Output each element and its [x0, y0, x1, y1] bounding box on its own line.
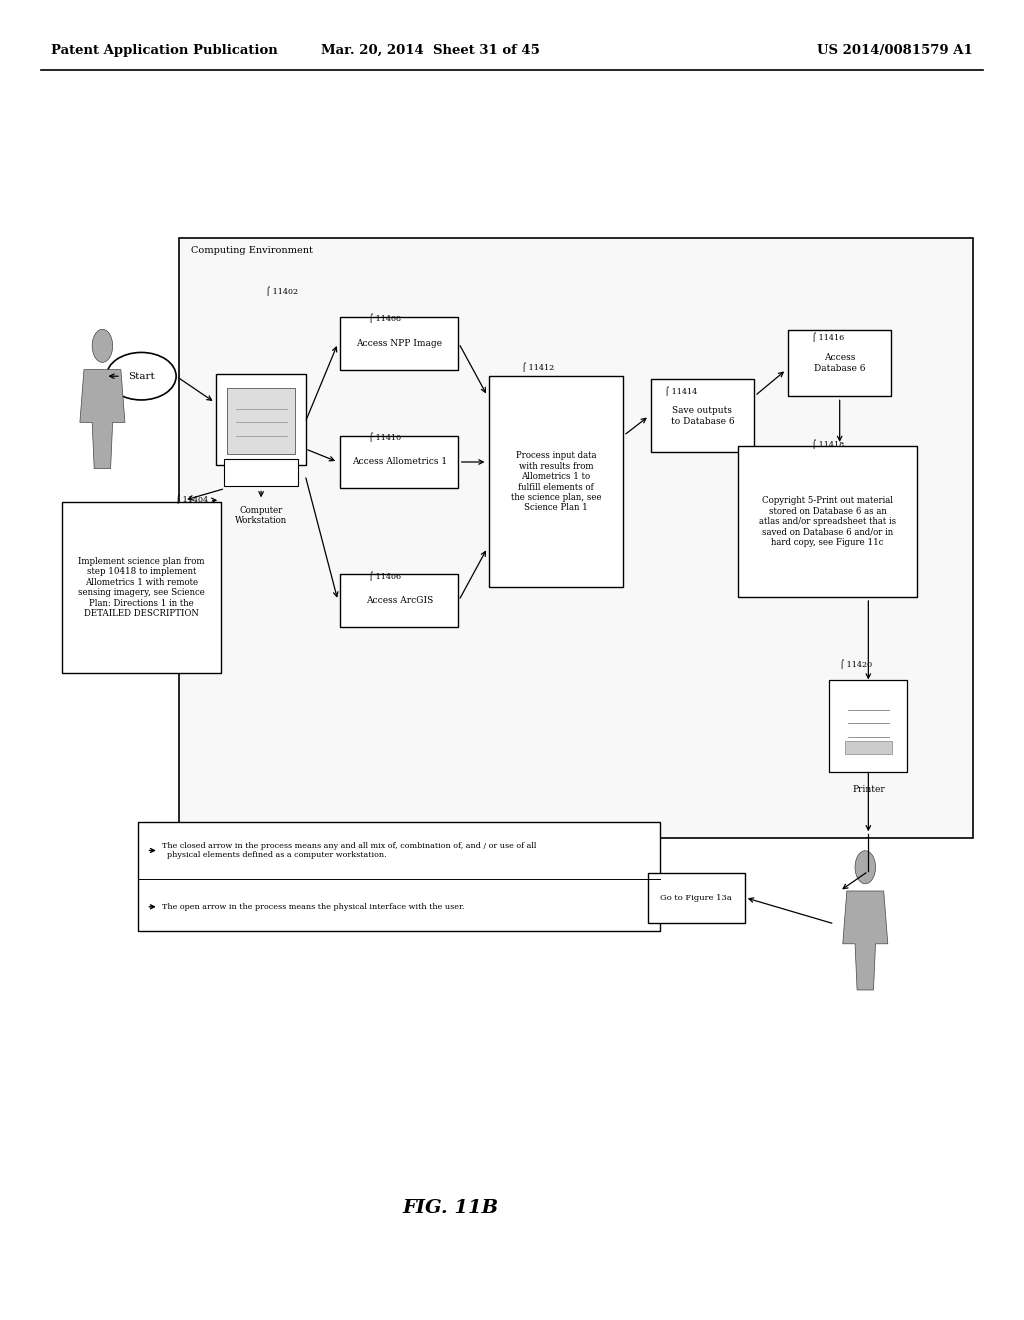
Text: ⌠ 11412: ⌠ 11412 [522, 363, 554, 372]
Text: Go to Figure 13a: Go to Figure 13a [660, 894, 732, 902]
Text: ⌠ 11408: ⌠ 11408 [369, 314, 400, 323]
Text: Process input data
with results from
Allometrics 1 to
fulfill elements of
the sc: Process input data with results from All… [511, 451, 601, 512]
Text: Printer: Printer [852, 784, 885, 793]
Polygon shape [80, 370, 125, 469]
Text: US 2014/0081579 A1: US 2014/0081579 A1 [817, 44, 973, 57]
FancyBboxPatch shape [340, 436, 459, 488]
FancyBboxPatch shape [138, 822, 660, 931]
Text: Save outputs
to Database 6: Save outputs to Database 6 [671, 407, 734, 425]
Text: Access ArcGIS: Access ArcGIS [366, 597, 433, 605]
Text: FIG. 11B: FIG. 11B [402, 1199, 499, 1217]
Text: Access
Database 6: Access Database 6 [814, 354, 865, 372]
Text: Access Allometrics 1: Access Allometrics 1 [352, 458, 446, 466]
FancyBboxPatch shape [227, 388, 295, 454]
Ellipse shape [92, 330, 113, 363]
Ellipse shape [855, 851, 876, 884]
Text: ⌠ 11418: ⌠ 11418 [812, 440, 844, 449]
Text: Start: Start [128, 372, 155, 380]
Polygon shape [843, 891, 888, 990]
Text: Patent Application Publication: Patent Application Publication [51, 44, 278, 57]
FancyBboxPatch shape [62, 502, 221, 673]
FancyBboxPatch shape [340, 574, 459, 627]
FancyBboxPatch shape [651, 379, 754, 451]
Text: ⌠ 11410: ⌠ 11410 [369, 433, 400, 442]
Text: ⌠ 11416: ⌠ 11416 [812, 333, 844, 342]
Text: Copyright 5-Print out material
stored on Database 6 as an
atlas and/or spreadshe: Copyright 5-Print out material stored on… [759, 496, 896, 546]
FancyBboxPatch shape [340, 317, 459, 370]
FancyBboxPatch shape [648, 873, 745, 923]
FancyBboxPatch shape [216, 374, 306, 465]
Text: ⌠ 11404: ⌠ 11404 [176, 495, 208, 504]
Text: Computer
Workstation: Computer Workstation [236, 506, 287, 525]
Text: ⌠ 11420: ⌠ 11420 [840, 660, 871, 669]
FancyBboxPatch shape [179, 238, 973, 838]
FancyBboxPatch shape [224, 459, 298, 486]
Text: The closed arrow in the process means any and all mix of, combination of, and / : The closed arrow in the process means an… [162, 842, 537, 859]
Text: The open arrow in the process means the physical interface with the user.: The open arrow in the process means the … [162, 903, 464, 911]
Text: Access NPP Image: Access NPP Image [356, 339, 442, 347]
FancyBboxPatch shape [489, 376, 623, 587]
Text: Mar. 20, 2014  Sheet 31 of 45: Mar. 20, 2014 Sheet 31 of 45 [321, 44, 540, 57]
Ellipse shape [106, 352, 176, 400]
Text: Computing Environment: Computing Environment [191, 246, 313, 255]
FancyBboxPatch shape [845, 741, 892, 754]
Text: ⌠ 11414: ⌠ 11414 [665, 387, 696, 396]
FancyBboxPatch shape [829, 681, 907, 771]
FancyBboxPatch shape [737, 446, 918, 597]
Text: ⌠ 11406: ⌠ 11406 [369, 572, 400, 581]
Text: ⌠ 11402: ⌠ 11402 [266, 286, 298, 296]
Text: Implement science plan from
step 10418 to implement
Allometrics 1 with remote
se: Implement science plan from step 10418 t… [78, 557, 205, 618]
FancyBboxPatch shape [788, 330, 891, 396]
